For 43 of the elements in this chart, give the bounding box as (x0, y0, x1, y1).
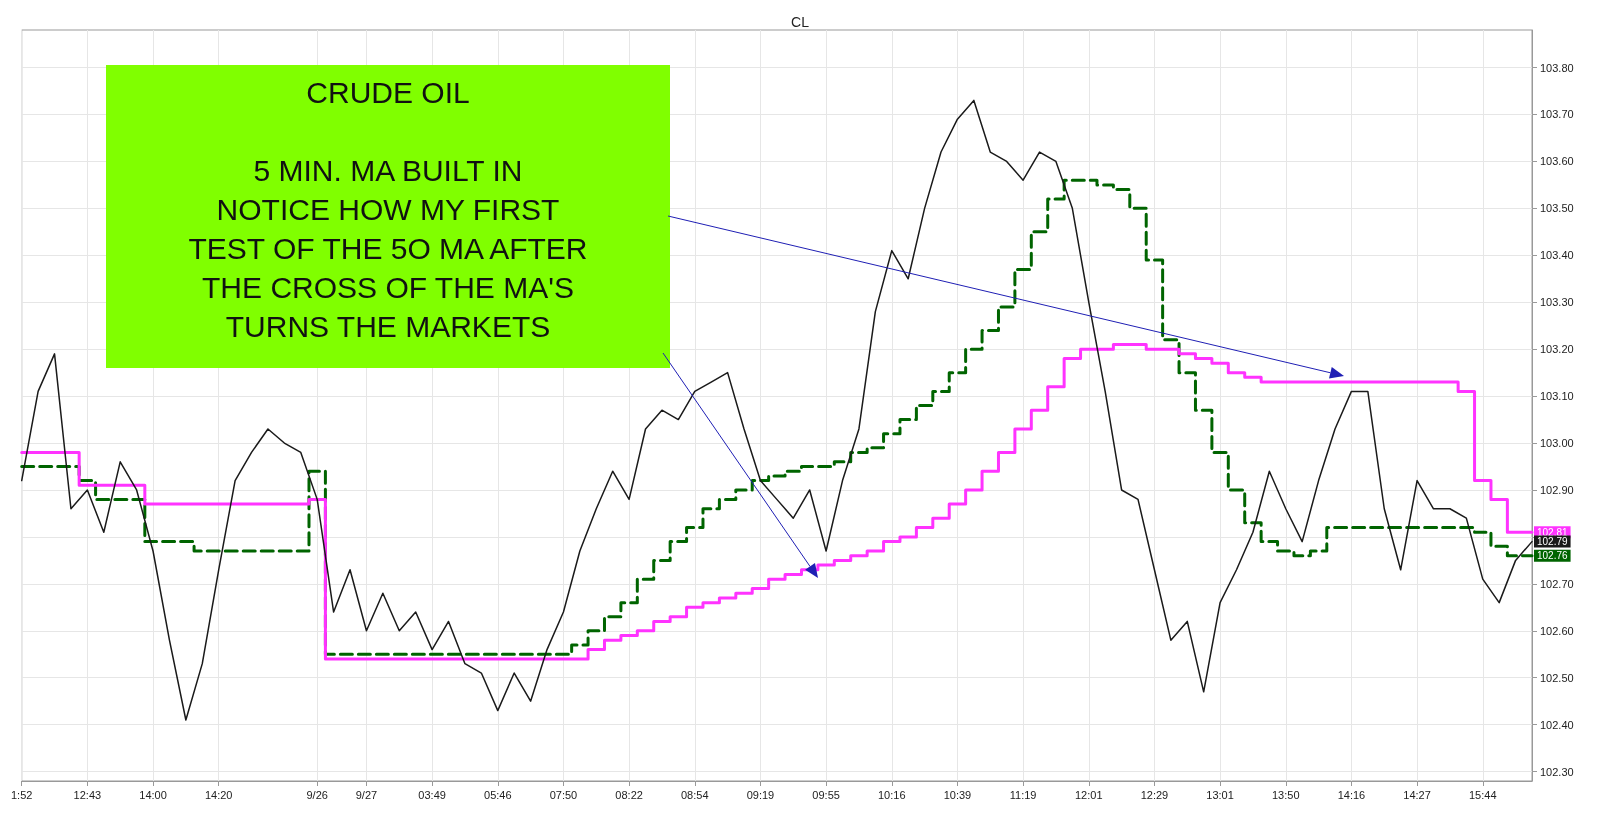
x-tick-label: 14:16 (1337, 788, 1366, 801)
y-tick-label: 102.50 (1540, 671, 1574, 684)
chart-title: CL (791, 14, 810, 30)
y-tick-label: 102.60 (1540, 624, 1574, 637)
y-tick-label: 103.80 (1540, 61, 1574, 74)
x-tick-label: 13:50 (1271, 788, 1300, 801)
y-tick-label: 103.10 (1540, 390, 1574, 403)
x-tick-label: 15:44 (1468, 788, 1497, 801)
x-tick-label: 08:22 (615, 788, 643, 801)
x-tick-label: 05:46 (484, 788, 512, 801)
x-tick-label: 09:19 (746, 788, 775, 801)
x-tick-label: 12:43 (73, 788, 102, 801)
x-tick-label: 13:01 (1206, 788, 1234, 801)
x-tick-label: 14:00 (139, 788, 167, 801)
x-tick-label: 08:54 (681, 788, 709, 801)
x-tick-label: 03:49 (418, 788, 446, 801)
data-label: 102.81 (1537, 526, 1569, 538)
x-tick-label: 10:16 (878, 788, 906, 801)
y-tick-label: 103.60 (1540, 155, 1574, 168)
y-tick-label: 103.70 (1540, 108, 1574, 121)
data-label: 102.79 (1537, 536, 1569, 548)
y-tick-label: 102.40 (1540, 718, 1574, 731)
x-tick-label: 12:29 (1140, 788, 1169, 801)
y-tick-label: 103.30 (1540, 296, 1574, 309)
x-tick-label: 1:52 (10, 788, 33, 801)
x-tick-label: 12:01 (1075, 788, 1103, 801)
y-tick-label: 103.40 (1540, 249, 1574, 262)
x-tick-label: 14:27 (1403, 788, 1431, 801)
y-tick-label: 103.50 (1540, 202, 1574, 215)
y-tick-label: 103.00 (1540, 437, 1574, 450)
y-tick-label: 102.70 (1540, 577, 1574, 590)
y-tick-label: 103.20 (1540, 343, 1574, 356)
x-tick-label: 09:55 (812, 788, 840, 801)
data-label: 102.76 (1537, 550, 1569, 562)
x-tick-label: 14:20 (204, 788, 233, 801)
x-tick-label: 11:19 (1009, 788, 1037, 801)
text: CRUDE OIL 5 MIN. MA BUILT IN NOTICE HOW MY FIRST TEST OF THE 5O MA AFTER THE CROSS OF THE MA'S TURNS THE MARKETS (188, 76, 588, 343)
x-tick-label: 9/26 (306, 788, 328, 801)
x-tick-label: 07:50 (549, 788, 578, 801)
y-tick-label: 102.30 (1540, 765, 1574, 778)
y-tick-label: 102.90 (1540, 483, 1574, 496)
x-tick-label: 10:39 (943, 788, 972, 801)
x-tick-label: 9/27 (355, 788, 378, 801)
